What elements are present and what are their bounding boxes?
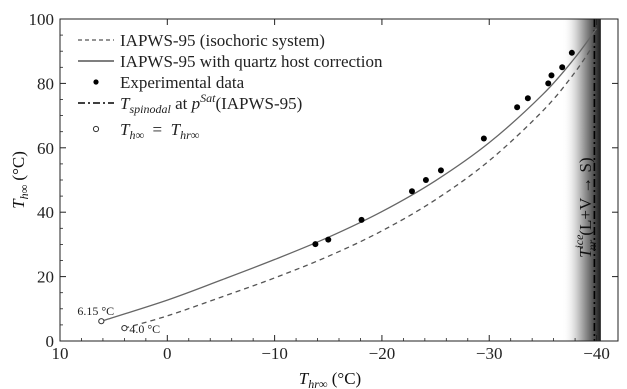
experimental-point: [545, 80, 552, 87]
equal-point-label: 4.0 °C: [129, 322, 160, 336]
experimental-point: [524, 95, 531, 102]
svg-text:Ticenr (L+V → S): Ticenr (L+V → S): [572, 157, 599, 258]
experimental-point: [358, 216, 365, 223]
legend-label-quartz: IAPWS-95 with quartz host correction: [120, 52, 383, 71]
equal-point: [121, 325, 128, 332]
experimental-point: [559, 64, 566, 71]
legend-label-equal: Th∞ = Thr∞: [120, 120, 200, 142]
legend-label-spinodal: Tspinodal at pSat(IAPWS-95): [120, 91, 302, 116]
legend: IAPWS-95 (isochoric system) IAPWS-95 wit…: [78, 31, 383, 142]
experimental-point: [325, 236, 332, 243]
experimental-point: [480, 135, 487, 142]
x-tick-label: −20: [369, 344, 396, 363]
y-tick-label: 60: [37, 139, 54, 158]
experimental-point: [568, 49, 575, 56]
ice-band-label: Ticenr (L+V → S): [572, 157, 599, 258]
x-tick-label: −40: [583, 344, 610, 363]
x-tick-label: −30: [476, 344, 503, 363]
equal-point-label: 6.15 °C: [77, 304, 114, 318]
experimental-point: [408, 188, 415, 195]
experimental-point: [422, 177, 429, 183]
y-tick-label: 40: [37, 203, 54, 222]
legend-open-dot: [92, 125, 100, 133]
experimental-point: [312, 241, 319, 248]
legend-label-experimental: Experimental data: [120, 73, 245, 92]
legend-filled-dot: [93, 79, 99, 85]
experimental-point: [548, 72, 555, 79]
x-tick-label: −10: [261, 344, 288, 363]
y-tick-label: 80: [37, 74, 54, 93]
ice-band: [562, 19, 601, 341]
experimental-point: [514, 104, 521, 111]
x-tick-label: 0: [163, 344, 172, 363]
y-tick-label: 20: [37, 268, 54, 287]
y-tick-label: 0: [46, 332, 55, 351]
experimental-point: [437, 167, 444, 174]
x-tick-label: 10: [52, 344, 69, 363]
y-axis-label: Th∞ (°C): [9, 151, 31, 209]
quartz-corrected-curve: [101, 28, 598, 322]
y-tick-label: 100: [29, 10, 55, 29]
legend-label-isochoric: IAPWS-95 (isochoric system): [120, 31, 325, 50]
x-axis-label: Thr∞ (°C): [299, 369, 361, 389]
equal-point: [98, 318, 105, 325]
